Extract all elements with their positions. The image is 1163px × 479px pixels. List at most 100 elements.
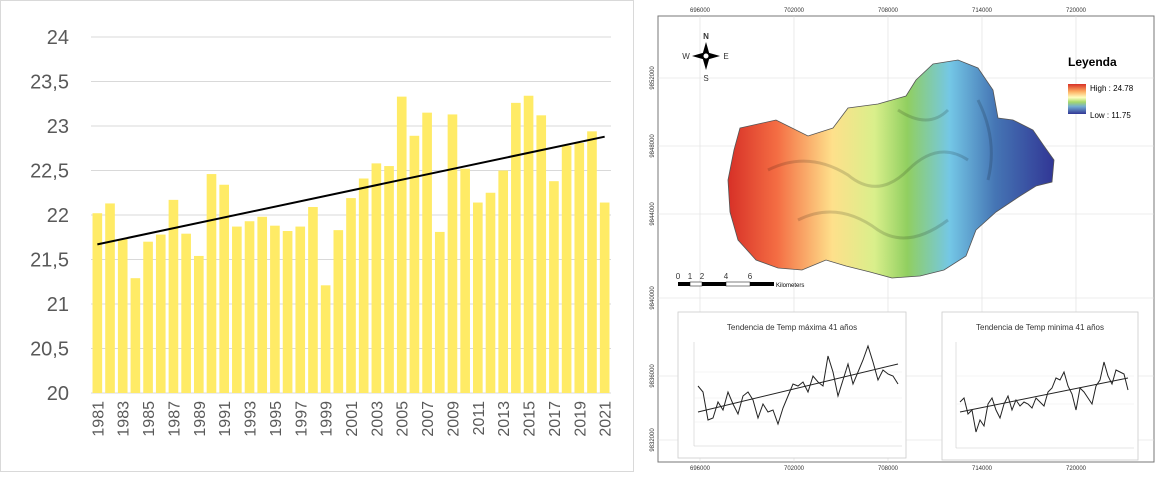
scale-tick-1: 1: [688, 272, 693, 281]
x-tick-label: 2009: [445, 401, 462, 437]
bar: [295, 226, 306, 393]
bar: [358, 178, 369, 393]
bar: [117, 239, 128, 393]
bottom-coord-3: 708000: [878, 466, 899, 472]
bar: [485, 192, 496, 393]
bar: [333, 230, 344, 393]
x-tick-label: 1987: [166, 401, 183, 437]
top-coord-1: 696000: [690, 8, 711, 14]
bar: [422, 112, 432, 394]
legend-low: Low : 11.75: [1090, 111, 1131, 120]
x-tick-label: 1999: [319, 401, 336, 437]
bar: [384, 166, 394, 393]
left-coord-2: 9848000: [650, 134, 656, 158]
x-tick-label: 1995: [268, 401, 285, 437]
bar: [320, 285, 331, 393]
scale-tick-2: 2: [700, 272, 705, 281]
bar: [498, 170, 509, 393]
bar: [346, 198, 356, 393]
bar: [244, 221, 255, 393]
bar: [599, 202, 610, 393]
x-tick-label: 1989: [192, 401, 209, 437]
watershed-relief-shade: [767, 99, 993, 240]
scale-bar: [678, 281, 774, 287]
bar: [270, 225, 280, 393]
x-tick-label: 2015: [522, 401, 539, 437]
bar: [282, 231, 293, 393]
legend-color-ramp: [1068, 84, 1086, 114]
temperature-map: 696000 702000 708000 714000 720000 69600…: [650, 8, 1155, 472]
y-tick-label: 24: [47, 27, 69, 49]
bottom-coord-1: 696000: [690, 466, 711, 472]
legend-title: Leyenda: [1068, 55, 1117, 69]
bottom-coord-4: 714000: [972, 466, 993, 472]
left-coord-5: 9836000: [650, 364, 656, 388]
east-label: E: [723, 52, 728, 61]
x-tick-label: 2005: [395, 401, 412, 437]
scale-tick-6: 6: [748, 272, 753, 281]
x-tick-label: 2021: [598, 401, 615, 437]
x-tick-label: 2013: [496, 401, 513, 437]
top-coord-4: 714000: [972, 8, 993, 14]
bar: [511, 102, 521, 394]
bar: [409, 135, 420, 394]
bar: [130, 278, 141, 393]
bar-chart: 20 20,5 21 21,5 22 22,5 23 23,5 24 1981 1983 1985 19…: [30, 27, 615, 437]
bar: [232, 226, 242, 393]
bar: [168, 199, 179, 393]
y-tick-label: 22: [47, 205, 69, 227]
y-tick-label: 21: [47, 294, 69, 316]
bar: [92, 213, 103, 393]
x-tick-label: 1985: [141, 401, 158, 437]
inset-min-chart: Tendencia de Temp minima 41 años: [941, 311, 1139, 461]
bar: [587, 131, 597, 393]
watershed-temperature-area: [727, 59, 1055, 279]
west-label: W: [682, 52, 690, 61]
south-label: S: [703, 74, 708, 83]
left-coord-4: 9840000: [650, 286, 656, 310]
x-tick-label: 2003: [369, 401, 386, 437]
y-tick-label: 21,5: [30, 250, 69, 272]
bottom-coord-5: 720000: [1066, 466, 1087, 472]
trendline: [97, 135, 605, 246]
x-tick-label: 1997: [293, 401, 310, 437]
top-coord-5: 720000: [1066, 8, 1087, 14]
y-tick-label: 20,5: [30, 339, 69, 361]
scale-tick-0: 0: [676, 272, 681, 281]
x-tick-label: 1993: [243, 401, 260, 437]
legend-high: High : 24.78: [1090, 84, 1134, 93]
x-tick-label: 2017: [547, 401, 564, 437]
bar: [308, 206, 318, 393]
bar: [105, 203, 115, 393]
x-tick-label: 1981: [90, 401, 107, 437]
north-label: N: [703, 32, 709, 41]
left-chart-panel: 20 20,5 21 21,5 22 22,5 23 23,5 24 1981 1983 1985 19…: [0, 0, 634, 472]
bar: [561, 145, 572, 393]
left-coord-3: 9844000: [650, 202, 656, 226]
bar: [181, 233, 191, 393]
inset-max-chart: Tendencia de Temp máxima 41 años: [677, 311, 907, 459]
bar: [396, 96, 407, 393]
left-coord-6: 9832000: [650, 428, 656, 452]
bar: [549, 181, 559, 393]
bar: [447, 114, 458, 394]
x-tick-label: 1983: [116, 401, 133, 437]
bar: [523, 95, 534, 394]
bar: [371, 163, 382, 393]
bar: [219, 184, 229, 393]
x-tick-label: 2019: [572, 401, 589, 437]
y-tick-label: 23,5: [30, 72, 69, 94]
bar: [473, 202, 483, 393]
x-tick-label: 2007: [420, 401, 437, 437]
bottom-coord-2: 702000: [784, 466, 805, 472]
bar: [143, 241, 153, 393]
x-tick-label: 1991: [217, 401, 234, 437]
x-tick-label: 2011: [471, 401, 488, 436]
bar: [574, 142, 585, 393]
y-tick-label: 20: [47, 383, 69, 405]
scale-tick-4: 4: [724, 272, 729, 281]
bar: [206, 174, 217, 393]
top-coord-2: 702000: [784, 8, 805, 14]
bar: [257, 216, 268, 393]
bar: [434, 231, 445, 393]
